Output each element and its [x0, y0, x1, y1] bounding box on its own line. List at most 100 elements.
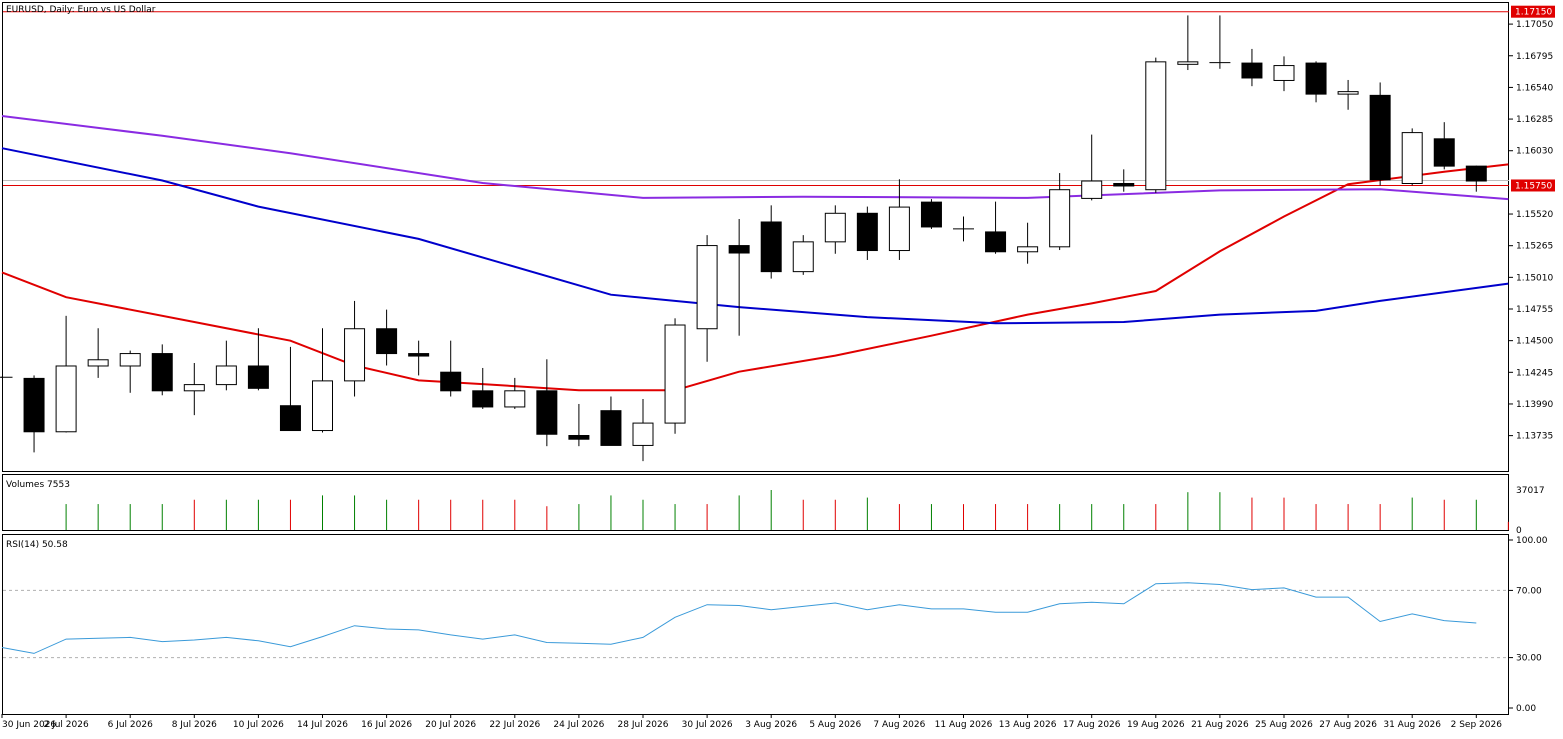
candle: [1017, 222, 1039, 264]
price-label-box-1: [1511, 179, 1555, 192]
candle-body: [440, 371, 462, 392]
candle: [824, 205, 846, 254]
volumes-label: Volumes 7553: [6, 480, 70, 490]
candle: [1081, 134, 1103, 201]
candle-body: [632, 422, 654, 446]
time-tick-label: 14 Jul 2026: [297, 720, 348, 730]
candle-body: [344, 328, 366, 382]
candle: [119, 350, 141, 393]
candle-body: [696, 245, 718, 330]
candle: [55, 315, 77, 433]
price-tick-label: 1.13735: [1516, 432, 1553, 442]
candle: [664, 318, 686, 434]
candle-body: [151, 353, 173, 392]
candle: [151, 344, 173, 396]
time-tick-label: 3 Aug 2026: [745, 720, 797, 730]
candle-body: [119, 353, 141, 367]
ma_fast-line: [1, 163, 1509, 392]
price-tick-label: 1.14500: [1516, 337, 1553, 347]
ma_mid-line: [1, 147, 1509, 325]
time-tick-label: 10 Jul 2026: [233, 720, 284, 730]
time-tick-label: 6 Jul 2026: [108, 720, 153, 730]
candle-body: [568, 435, 590, 440]
candle: [632, 399, 654, 462]
candle-body: [1273, 65, 1295, 81]
candle: [728, 219, 750, 336]
candle: [0, 376, 13, 378]
candle-body: [312, 380, 333, 432]
price-axis: 1.17150 1.15750 1.17050 1.16795 1.16540 1.162…: [1509, 5, 1555, 442]
rsi-line: [1, 582, 1477, 654]
price-label-0: 1.17150: [1515, 8, 1552, 18]
candle: [312, 328, 333, 433]
candle: [1465, 165, 1487, 192]
price-tick-label: 1.16285: [1516, 115, 1553, 125]
rsi-panel-frame: [2, 534, 1509, 715]
time-tick-label: 5 Aug 2026: [809, 720, 861, 730]
time-tick-label: 13 Aug 2026: [999, 720, 1057, 730]
candle-body: [183, 384, 205, 392]
candle: [344, 300, 366, 397]
candle-body: [1241, 62, 1263, 79]
candle-body: [1401, 132, 1423, 185]
time-tick-label: 31 Aug 2026: [1383, 720, 1441, 730]
time-tick-label: 2 Sep 2026: [1451, 720, 1503, 730]
candle-body: [888, 206, 910, 252]
candle-body: [1049, 189, 1071, 248]
candle: [408, 340, 430, 376]
candle: [568, 403, 590, 447]
time-tick-label: 28 Jul 2026: [618, 720, 669, 730]
time-tick-label: 27 Aug 2026: [1319, 720, 1377, 730]
time-tick-label: 16 Jul 2026: [361, 720, 412, 730]
candle-body: [247, 365, 269, 389]
candle-body: [1177, 61, 1199, 65]
candle: [215, 340, 237, 391]
candle: [1049, 173, 1071, 251]
time-tick-label: 11 Aug 2026: [935, 720, 993, 730]
price-tick-label: 1.14245: [1516, 368, 1553, 378]
candle: [23, 375, 45, 453]
time-tick-label: 7 Aug 2026: [873, 720, 925, 730]
candle-body: [23, 377, 45, 433]
time-tick-label: 25 Aug 2026: [1255, 720, 1313, 730]
volume-tick-label: 37017: [1516, 486, 1545, 496]
price-panel-frame: [2, 2, 1509, 472]
rsi-tick-label: 100.00: [1516, 536, 1548, 546]
candle: [953, 216, 974, 242]
candle-body: [600, 410, 622, 446]
candle-body: [1113, 183, 1135, 187]
candle-body: [55, 365, 77, 433]
moving-averages-layer: [1, 115, 1509, 392]
price-tick-label: 1.16795: [1516, 52, 1553, 62]
candle-body: [1081, 180, 1103, 199]
chart-title: EURUSD, Daily: Euro vs US Dollar: [6, 5, 156, 15]
price-tick-label: 1.15265: [1516, 242, 1553, 252]
candle: [1241, 48, 1263, 87]
price-tick-label: 1.16540: [1516, 83, 1553, 93]
candle: [856, 206, 878, 260]
time-tick-label: 30 Jun 2026: [2, 720, 56, 730]
price-tick-label: 1.14755: [1516, 305, 1553, 315]
candle-body: [664, 324, 686, 424]
volume-bars-layer: 37017 0: [65, 486, 1545, 536]
candle-body: [536, 390, 558, 435]
candle-body: [824, 212, 846, 243]
candles-layer: [0, 15, 1487, 462]
candle-body: [215, 365, 237, 386]
candle-body: [760, 221, 782, 273]
candle: [1337, 79, 1359, 110]
candle: [376, 309, 398, 366]
candle: [792, 235, 814, 275]
candle: [985, 201, 1007, 254]
candle: [1401, 128, 1423, 186]
candle-body: [1369, 94, 1391, 181]
candle: [1177, 15, 1199, 71]
rsi-layer: 100.00 70.00 30.00 0.00: [1, 536, 1548, 714]
price-tick-label: 1.15520: [1516, 210, 1553, 220]
candle: [696, 235, 718, 362]
candle: [888, 179, 910, 260]
rsi-tick-label: 30.00: [1516, 654, 1542, 664]
